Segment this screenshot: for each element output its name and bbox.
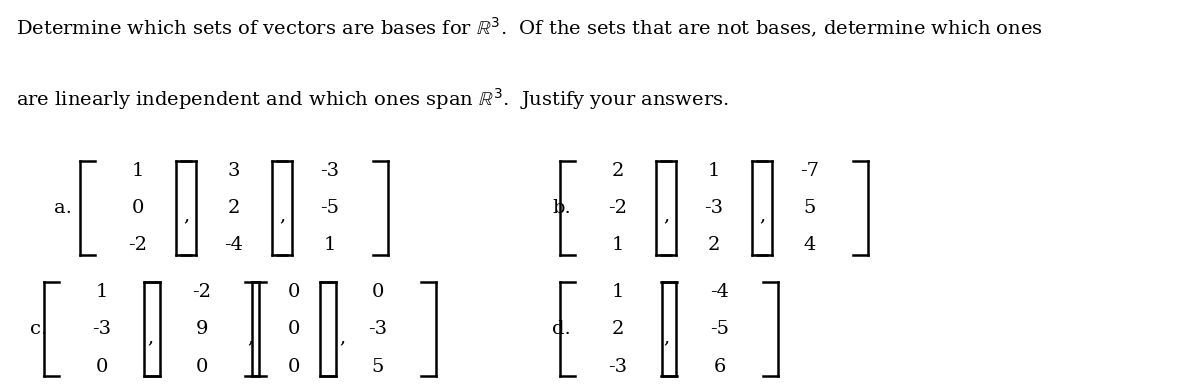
Text: -5: -5: [710, 320, 730, 338]
Text: -3: -3: [608, 358, 628, 376]
Text: ,: ,: [280, 207, 286, 225]
Text: -3: -3: [92, 320, 112, 338]
Text: Determine which sets of vectors are bases for $\mathbb{R}^3$.  Of the sets that : Determine which sets of vectors are base…: [16, 16, 1043, 40]
Text: -5: -5: [320, 199, 340, 217]
Text: ,: ,: [247, 328, 253, 346]
Text: 3: 3: [228, 162, 240, 180]
Text: 6: 6: [714, 358, 726, 376]
Text: 0: 0: [96, 358, 108, 376]
Text: 0: 0: [288, 358, 300, 376]
Text: ,: ,: [760, 207, 766, 225]
Text: 0: 0: [196, 358, 208, 376]
Text: 0: 0: [372, 283, 384, 301]
Text: are linearly independent and which ones span $\mathbb{R}^3$.  Justify your answe: are linearly independent and which ones …: [16, 86, 728, 112]
Text: ,: ,: [340, 328, 346, 346]
Text: -7: -7: [800, 162, 820, 180]
Text: -3: -3: [368, 320, 388, 338]
Text: -4: -4: [224, 236, 244, 254]
Text: 0: 0: [288, 320, 300, 338]
Text: -3: -3: [320, 162, 340, 180]
Text: -2: -2: [192, 283, 211, 301]
Text: 4: 4: [804, 236, 816, 254]
Text: b.: b.: [552, 199, 571, 217]
Text: 0: 0: [288, 283, 300, 301]
Text: a.: a.: [54, 199, 72, 217]
Text: ,: ,: [664, 328, 670, 346]
Text: 1: 1: [324, 236, 336, 254]
Text: -2: -2: [128, 236, 148, 254]
Text: 2: 2: [708, 236, 720, 254]
Text: 9: 9: [196, 320, 208, 338]
Text: c.: c.: [30, 320, 47, 338]
Text: 1: 1: [132, 162, 144, 180]
Text: 1: 1: [612, 283, 624, 301]
Text: -4: -4: [710, 283, 730, 301]
Text: 2: 2: [612, 320, 624, 338]
Text: ,: ,: [148, 328, 154, 346]
Text: 2: 2: [612, 162, 624, 180]
Text: -3: -3: [704, 199, 724, 217]
Text: 5: 5: [804, 199, 816, 217]
Text: 1: 1: [708, 162, 720, 180]
Text: ,: ,: [184, 207, 190, 225]
Text: d.: d.: [552, 320, 571, 338]
Text: 1: 1: [96, 283, 108, 301]
Text: -2: -2: [608, 199, 628, 217]
Text: 5: 5: [372, 358, 384, 376]
Text: 0: 0: [132, 199, 144, 217]
Text: ,: ,: [664, 207, 670, 225]
Text: 1: 1: [612, 236, 624, 254]
Text: 2: 2: [228, 199, 240, 217]
